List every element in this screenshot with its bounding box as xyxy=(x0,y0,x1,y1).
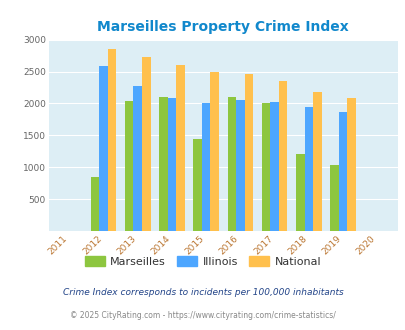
Bar xyxy=(133,86,142,231)
Bar xyxy=(159,97,167,231)
Bar xyxy=(107,49,116,231)
Bar xyxy=(167,98,176,231)
Bar xyxy=(99,66,107,231)
Bar xyxy=(142,57,150,231)
Legend: Marseilles, Illinois, National: Marseilles, Illinois, National xyxy=(80,251,325,271)
Bar xyxy=(201,103,210,231)
Bar xyxy=(312,92,321,231)
Bar xyxy=(329,165,338,231)
Bar xyxy=(278,81,287,231)
Bar xyxy=(193,139,201,231)
Bar xyxy=(338,112,347,231)
Bar xyxy=(244,74,253,231)
Bar xyxy=(304,107,312,231)
Bar xyxy=(270,102,278,231)
Bar xyxy=(236,100,244,231)
Bar xyxy=(227,97,236,231)
Bar xyxy=(295,154,304,231)
Title: Marseilles Property Crime Index: Marseilles Property Crime Index xyxy=(97,20,348,34)
Bar xyxy=(347,98,355,231)
Text: Crime Index corresponds to incidents per 100,000 inhabitants: Crime Index corresponds to incidents per… xyxy=(62,287,343,297)
Bar xyxy=(176,65,184,231)
Bar xyxy=(125,102,133,231)
Bar xyxy=(210,72,218,231)
Bar xyxy=(261,103,270,231)
Bar xyxy=(90,177,99,231)
Text: © 2025 CityRating.com - https://www.cityrating.com/crime-statistics/: © 2025 CityRating.com - https://www.city… xyxy=(70,311,335,320)
